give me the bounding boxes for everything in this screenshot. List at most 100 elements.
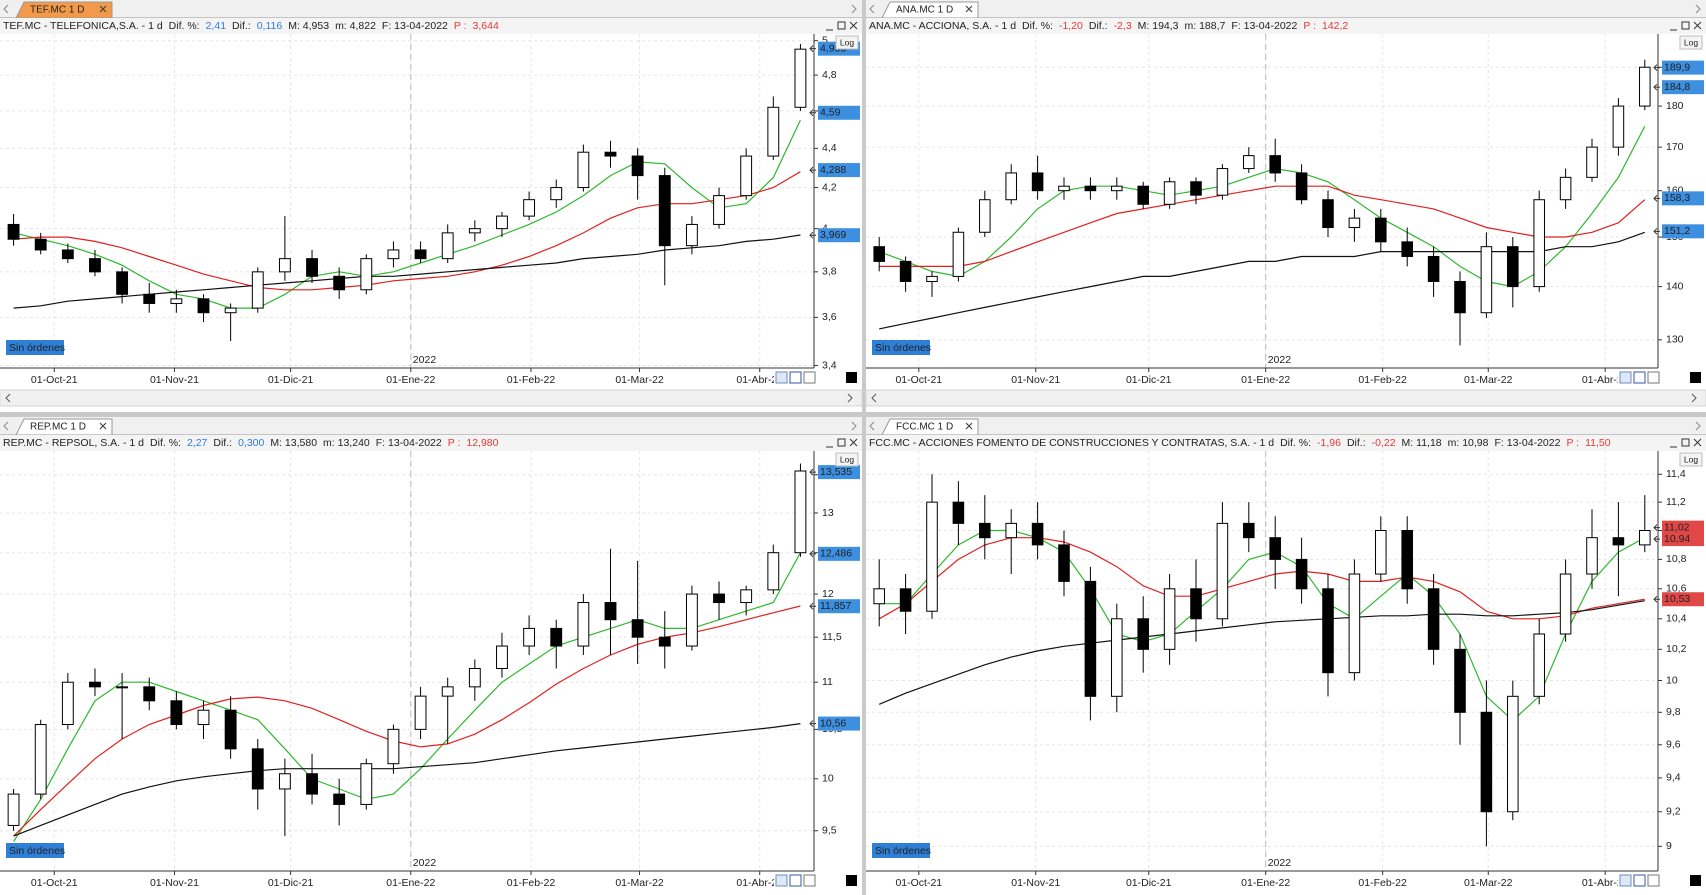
orders-badge <box>6 340 64 355</box>
info-segment: 3,644 <box>473 20 499 32</box>
candle-body <box>577 151 590 189</box>
tool-icon[interactable] <box>1633 371 1646 384</box>
tab-scroll-right[interactable] <box>851 421 857 431</box>
maximize-button[interactable] <box>837 21 846 30</box>
maximize-button[interactable] <box>1681 438 1690 447</box>
tab[interactable]: FCC.MC 1 D <box>881 418 979 436</box>
tab-scroll-right[interactable] <box>851 4 857 14</box>
info-segment: F: 13-04-2022 <box>382 20 448 32</box>
tab-scroll-right[interactable] <box>1695 421 1701 431</box>
tab-scroll-left[interactable] <box>3 4 9 14</box>
candle-body <box>496 215 508 230</box>
tab-close[interactable] <box>99 5 107 13</box>
info-segment: P : <box>454 20 467 32</box>
y-tick-label: 9,8 <box>1666 706 1681 718</box>
window-background <box>866 417 1706 895</box>
y-tick-label: 140 <box>1666 280 1684 292</box>
maximize-button[interactable] <box>837 438 846 447</box>
info-segment: F: 13-04-2022 <box>1231 20 1297 32</box>
tab[interactable]: TEF.MC 1 D <box>15 1 113 19</box>
scrollbar[interactable] <box>865 389 1706 407</box>
orders-badge <box>6 843 64 858</box>
year-label: 2022 <box>413 354 437 366</box>
tool-icon[interactable] <box>846 372 857 383</box>
candle-body <box>685 223 698 247</box>
close-button[interactable] <box>849 438 858 447</box>
x-tick-label: 01-Abr-22 <box>736 877 783 889</box>
tool-icon[interactable] <box>789 371 802 384</box>
info-segment: F: 13-04-2022 <box>376 437 442 449</box>
tool-icon[interactable] <box>1619 371 1632 384</box>
tool-icon[interactable] <box>1619 874 1632 887</box>
log-button[interactable] <box>835 35 859 50</box>
tool-icon[interactable] <box>1690 372 1701 383</box>
candle-body <box>441 232 454 260</box>
scroll-right[interactable] <box>847 393 853 403</box>
tab[interactable]: REP.MC 1 D <box>15 418 113 436</box>
tool-icon[interactable] <box>789 874 802 887</box>
scroll-right[interactable] <box>1691 393 1697 403</box>
tab-label: FCC.MC 1 D <box>896 422 953 433</box>
price-tag <box>1662 224 1704 239</box>
candle-body <box>767 552 780 591</box>
candle-body <box>604 151 617 157</box>
y-tick-label: 10 <box>822 773 834 785</box>
tool-icon[interactable] <box>1647 371 1660 384</box>
tab-close[interactable] <box>99 422 107 430</box>
info-segment: M: 194,3 <box>1138 20 1179 32</box>
y-tick-label: 10,2 <box>1666 643 1687 655</box>
tool-icon[interactable] <box>1647 874 1660 887</box>
price-tag <box>818 228 860 243</box>
x-tick-label: 01-Mar-22 <box>615 877 664 889</box>
log-button-label: Log <box>840 37 854 47</box>
candle-body <box>1322 588 1334 674</box>
tab-close[interactable] <box>965 5 973 13</box>
tab-scroll-right[interactable] <box>1695 4 1701 14</box>
candle-body <box>1612 537 1625 546</box>
tab-scroll-left[interactable] <box>869 421 875 431</box>
tool-icon[interactable] <box>775 874 788 887</box>
scrollbar[interactable] <box>0 389 863 407</box>
tool-icon[interactable] <box>846 875 857 886</box>
log-button[interactable] <box>1679 35 1703 50</box>
candle-body <box>1586 537 1598 575</box>
candle-body <box>604 602 617 621</box>
price-tag-pointer <box>809 550 816 558</box>
log-button[interactable] <box>1679 452 1703 467</box>
candle-body <box>658 636 671 647</box>
x-tick-label: 01-Mar-22 <box>1464 374 1513 386</box>
tool-icon[interactable] <box>1690 875 1701 886</box>
y-tick-label: 3,6 <box>822 311 837 323</box>
tool-icon[interactable] <box>775 371 788 384</box>
candle-body <box>979 522 991 539</box>
price-tag-pointer <box>1653 524 1660 532</box>
moving-average <box>878 600 1645 705</box>
tool-icon[interactable] <box>1633 874 1646 887</box>
info-segment: m: 188,7 <box>1185 20 1226 32</box>
tab[interactable]: ANA.MC 1 D <box>881 1 979 19</box>
maximize-button[interactable] <box>1681 21 1690 30</box>
candle-body <box>116 686 129 689</box>
tool-icon[interactable] <box>803 371 816 384</box>
tab-scroll-left[interactable] <box>3 421 9 431</box>
tool-icon[interactable] <box>803 874 816 887</box>
close-button[interactable] <box>1693 438 1702 447</box>
orders-label: Sin órdenes <box>9 342 65 354</box>
price-tag-label: 11,02 <box>1664 521 1690 533</box>
log-button[interactable] <box>835 452 859 467</box>
scroll-left[interactable] <box>5 393 11 403</box>
price-tag <box>818 105 860 120</box>
y-tick-label: 10,4 <box>1666 613 1687 625</box>
info-text: ANA.MC - ACCIONA, S.A. - 1 d Dif. %: -1,20… <box>869 20 1348 32</box>
tab-close[interactable] <box>965 422 973 430</box>
y-tick-label: 4,2 <box>822 181 837 193</box>
info-segment: Dif.: <box>1347 437 1366 449</box>
y-tick-label: 11,2 <box>1666 496 1686 508</box>
tab-scroll-left[interactable] <box>869 4 875 14</box>
info-segment: Dif. %: <box>169 20 200 32</box>
candle-body <box>1612 105 1625 148</box>
plot-area <box>873 474 1651 847</box>
close-button[interactable] <box>1693 21 1702 30</box>
scroll-left[interactable] <box>871 393 877 403</box>
close-button[interactable] <box>849 21 858 30</box>
